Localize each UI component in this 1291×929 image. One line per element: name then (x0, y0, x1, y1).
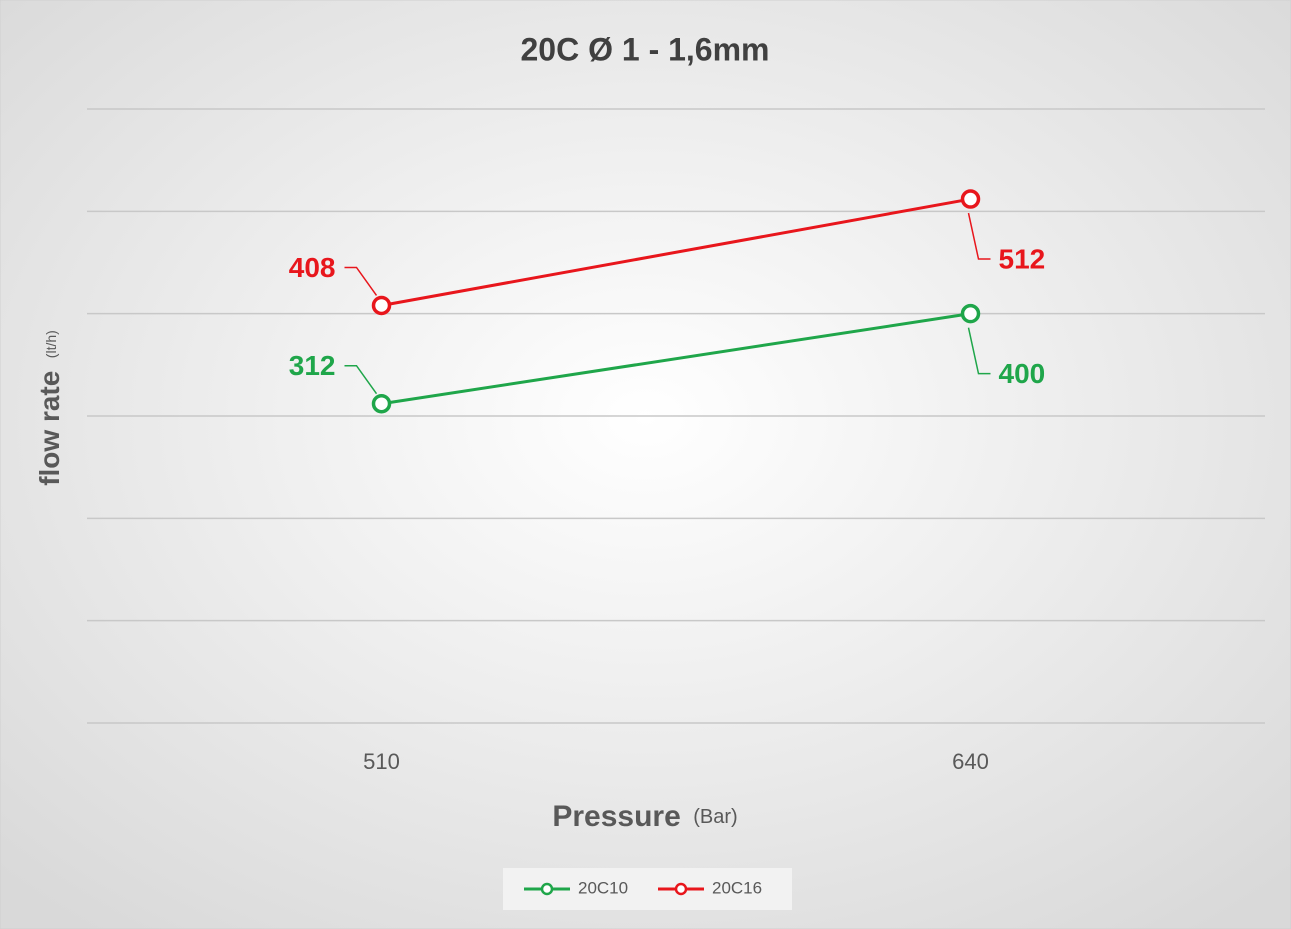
y-label-unit: (lt/h) (43, 330, 59, 358)
data-point (371, 295, 392, 316)
legend-marker (540, 882, 554, 896)
leader-line (344, 266, 378, 296)
x-label-unit: (Bar) (693, 806, 737, 828)
x-tick-label: 510 (363, 749, 400, 774)
data-label: 408 (289, 252, 336, 283)
data-point (960, 189, 981, 209)
data-label: 400 (999, 358, 1046, 389)
x-axis-label: Pressure (Bar) (552, 800, 737, 833)
data-label: 312 (289, 350, 336, 381)
leader-line (967, 212, 991, 260)
series-line (381, 197, 971, 307)
legend-label: 20C10 (578, 878, 628, 897)
y-axis-label: flow rate (lt/h) (34, 330, 65, 486)
y-label-text: flow rate (34, 371, 65, 486)
data-point (371, 393, 392, 414)
leader-line (967, 327, 991, 375)
chart-title: 20C Ø 1 - 1,6mm (521, 31, 770, 67)
legend-label: 20C16 (712, 878, 762, 897)
series-line (381, 312, 971, 406)
x-label-text: Pressure (552, 800, 680, 833)
leader-line (344, 364, 378, 395)
data-point (960, 303, 981, 324)
legend-marker (674, 882, 688, 896)
data-label: 512 (999, 243, 1046, 274)
x-tick-label: 640 (952, 749, 989, 774)
